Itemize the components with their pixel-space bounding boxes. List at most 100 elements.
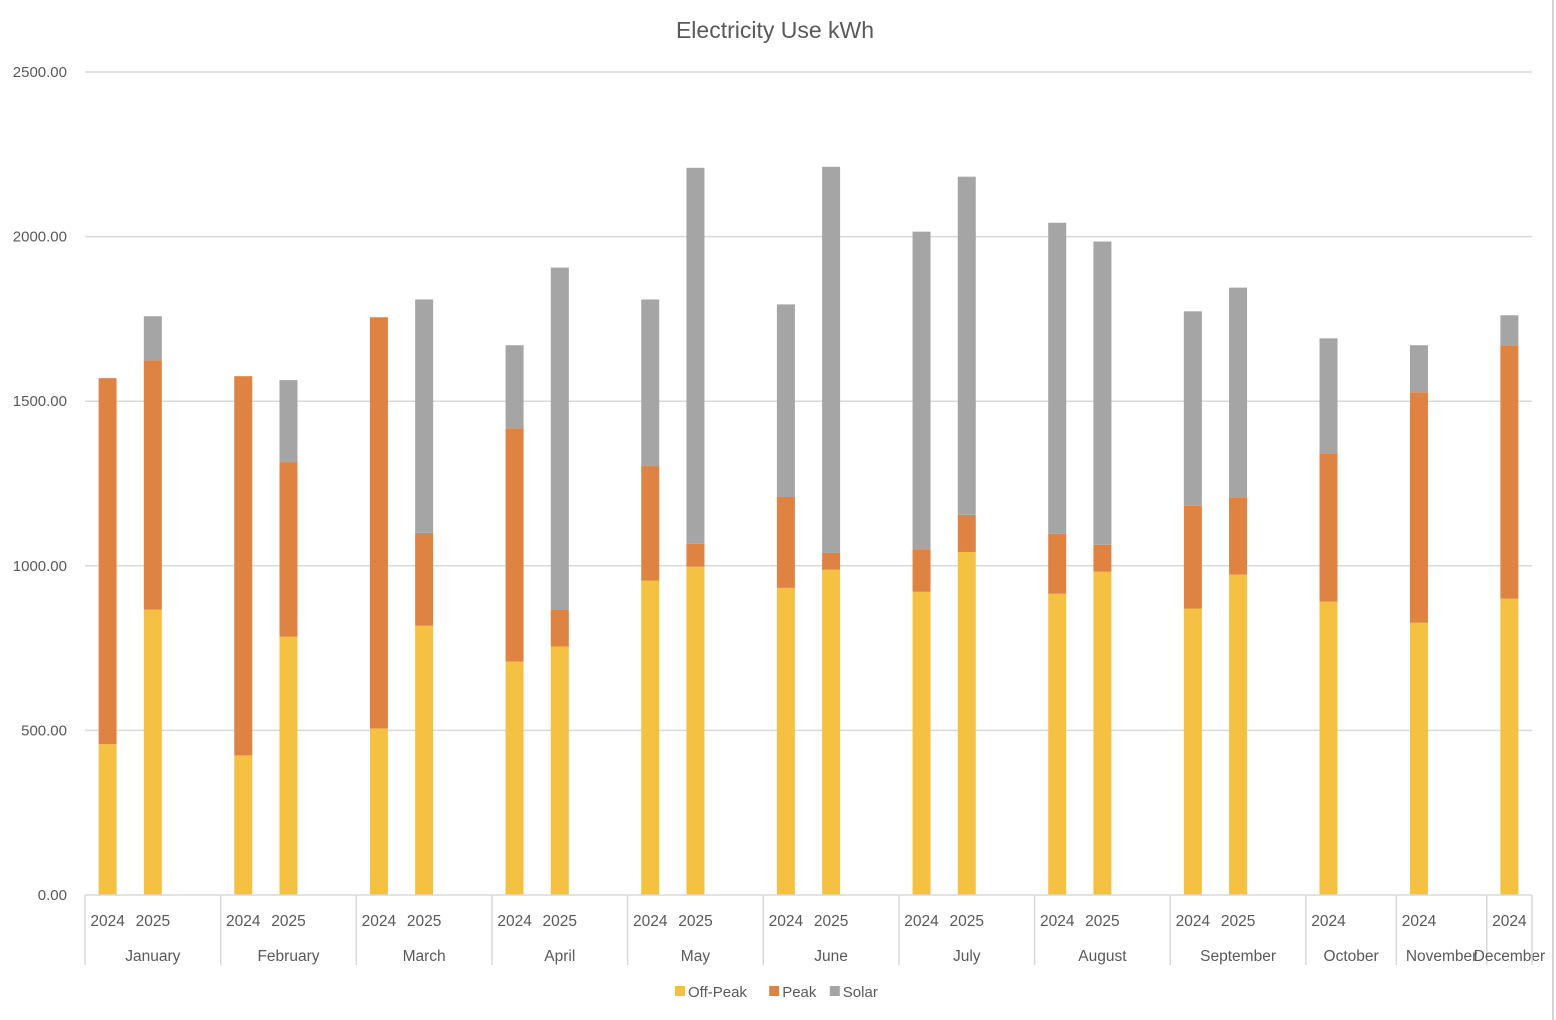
bar-segment-off-peak xyxy=(686,566,705,895)
y-tick-label: 2000.00 xyxy=(13,229,67,246)
x-tick-year: 2024 xyxy=(633,913,668,930)
bar-segment-peak xyxy=(822,552,841,570)
x-tick-year: 2025 xyxy=(1085,913,1119,930)
bars xyxy=(98,166,1519,895)
bar-segment-off-peak xyxy=(143,609,162,895)
bar-segment-solar xyxy=(1409,345,1428,393)
bar-segment-solar xyxy=(686,167,705,544)
bar-segment-peak xyxy=(641,466,660,581)
x-tick-year: 2025 xyxy=(543,913,577,930)
bar-segment-off-peak xyxy=(234,755,253,895)
bar-segment-peak xyxy=(1093,544,1112,572)
bar-segment-solar xyxy=(641,299,660,467)
bar-segment-peak xyxy=(1409,392,1428,623)
x-tick-month: February xyxy=(257,948,319,965)
y-tick-label: 2500.00 xyxy=(13,64,67,81)
bar-segment-off-peak xyxy=(369,728,388,895)
x-tick-month: November xyxy=(1406,948,1478,965)
bar-segment-off-peak xyxy=(912,591,931,895)
bar-segment-solar xyxy=(415,299,434,533)
bar-segment-off-peak xyxy=(1500,598,1519,895)
bar-segment-off-peak xyxy=(641,580,660,895)
bar-segment-solar xyxy=(505,345,524,429)
x-tick-year: 2024 xyxy=(1040,913,1075,930)
x-tick-year: 2024 xyxy=(1311,913,1346,930)
x-tick-year: 2024 xyxy=(90,913,125,930)
legend-swatch xyxy=(675,986,685,996)
bar-segment-off-peak xyxy=(1319,601,1338,895)
bar-segment-peak xyxy=(98,378,117,745)
legend-label: Off-Peak xyxy=(688,984,747,1001)
y-tick-label: 1000.00 xyxy=(13,558,67,575)
x-tick-year: 2024 xyxy=(1402,913,1437,930)
bar-segment-solar xyxy=(1319,338,1338,454)
bar-segment-peak xyxy=(776,496,795,588)
bar-segment-peak xyxy=(369,317,388,729)
x-tick-year: 2025 xyxy=(950,913,984,930)
x-tick-month: January xyxy=(125,948,180,965)
bar-segment-solar xyxy=(1183,311,1202,506)
x-tick-year: 2025 xyxy=(1221,913,1255,930)
legend-item-peak[interactable]: Peak xyxy=(769,984,817,1001)
bar-segment-solar xyxy=(1229,287,1248,498)
legend-label: Peak xyxy=(782,984,817,1001)
bar-segment-peak xyxy=(957,514,976,552)
bar-segment-solar xyxy=(143,316,162,361)
x-tick-year: 2025 xyxy=(814,913,848,930)
bar-segment-solar xyxy=(550,267,569,610)
bar-segment-peak xyxy=(1229,497,1248,575)
x-tick-month: May xyxy=(681,948,711,965)
bar-segment-peak xyxy=(505,428,524,662)
bar-segment-peak xyxy=(912,549,931,592)
bar-segment-off-peak xyxy=(1048,593,1067,895)
bar-segment-off-peak xyxy=(279,636,298,895)
x-tick-year: 2024 xyxy=(769,913,804,930)
bar-segment-off-peak xyxy=(1229,574,1248,895)
bar-segment-off-peak xyxy=(957,551,976,895)
bar-segment-off-peak xyxy=(1409,622,1428,895)
x-tick-year: 2024 xyxy=(497,913,532,930)
bar-segment-peak xyxy=(279,462,298,637)
x-tick-year: 2024 xyxy=(1492,913,1527,930)
x-tick-month: March xyxy=(403,948,446,965)
bar-segment-solar xyxy=(912,231,931,550)
bar-segment-solar xyxy=(1048,222,1067,534)
x-tick-year: 2025 xyxy=(136,913,170,930)
bar-segment-peak xyxy=(1319,453,1338,602)
y-axis-ticks: 0.00 500.00 1000.00 1500.00 2000.00 2500.00 xyxy=(13,64,67,904)
spreadsheet-grid-edge xyxy=(1552,0,1554,1020)
gridlines xyxy=(85,71,1532,732)
bar-segment-off-peak xyxy=(550,646,569,895)
bar-segment-solar xyxy=(1500,315,1519,346)
bar-segment-solar xyxy=(822,166,841,553)
x-tick-year: 2024 xyxy=(226,913,261,930)
legend-swatch xyxy=(829,986,840,996)
legend[interactable]: Off-Peak Peak Solar xyxy=(675,984,878,1001)
bar-segment-solar xyxy=(1093,241,1112,545)
bar-segment-peak xyxy=(1183,505,1202,609)
bar-segment-peak xyxy=(1500,345,1519,599)
bar-segment-peak xyxy=(1048,533,1067,594)
bar-segment-off-peak xyxy=(415,625,434,895)
x-tick-month: December xyxy=(1474,948,1546,965)
bar-segment-off-peak xyxy=(822,569,841,895)
x-tick-year: 2025 xyxy=(407,913,441,930)
chart-title: Electricity Use kWh xyxy=(676,17,874,43)
x-tick-month: September xyxy=(1200,948,1276,965)
bar-segment-off-peak xyxy=(776,587,795,895)
bar-segment-solar xyxy=(957,176,976,515)
legend-item-solar[interactable]: Solar xyxy=(829,984,878,1001)
x-tick-month: April xyxy=(544,948,575,965)
legend-swatch xyxy=(769,986,780,996)
bar-segment-solar xyxy=(279,380,298,463)
bar-segment-peak xyxy=(415,532,434,626)
bar-segment-solar xyxy=(776,304,795,497)
y-tick-label: 500.00 xyxy=(21,722,67,739)
y-tick-label: 0.00 xyxy=(38,887,67,904)
y-tick-label: 1500.00 xyxy=(13,393,67,410)
bar-segment-peak xyxy=(143,360,162,610)
x-tick-year: 2024 xyxy=(904,913,939,930)
legend-item-off-peak[interactable]: Off-Peak xyxy=(675,984,747,1001)
bar-segment-off-peak xyxy=(1093,571,1112,895)
